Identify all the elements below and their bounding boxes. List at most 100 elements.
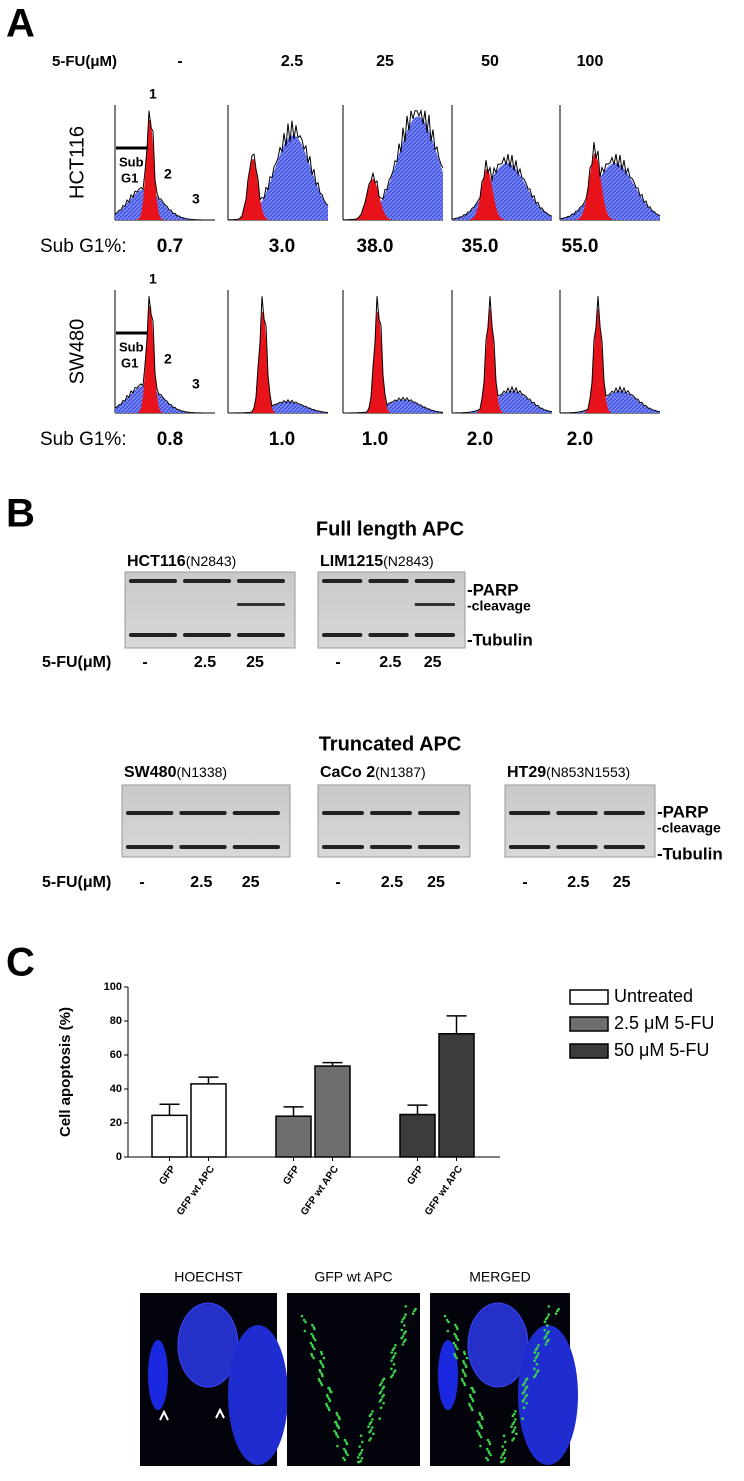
gfp-speck (543, 1328, 547, 1332)
gfp-speck (486, 1458, 490, 1462)
gfp-speck (533, 1367, 536, 1371)
gfp-speck (478, 1433, 482, 1437)
gfp-speck (320, 1352, 324, 1356)
gfp-speck (456, 1327, 459, 1331)
band (322, 811, 364, 815)
gfp-speck (453, 1352, 456, 1356)
gfp-speck (471, 1388, 475, 1392)
gfp-speck (391, 1373, 394, 1377)
outline (559, 296, 661, 414)
gfp-speck (382, 1377, 386, 1381)
gfp-speck (310, 1352, 313, 1356)
gate-label: Sub (119, 154, 144, 169)
histogram (451, 290, 553, 414)
histogram (114, 290, 216, 414)
lane-label: - (142, 654, 147, 671)
gfp-speck (360, 1440, 364, 1444)
g2-peak (452, 163, 552, 220)
lane-label: 25 (613, 874, 631, 891)
band (603, 845, 645, 849)
gfp-speck (312, 1356, 316, 1360)
cell-line: LIM1215 (320, 553, 383, 570)
gfp-speck (360, 1448, 364, 1452)
subg1-value: 2.0 (467, 429, 493, 450)
gfp-speck (469, 1395, 473, 1399)
gfp-speck (403, 1315, 406, 1319)
gfp-speck (344, 1451, 348, 1455)
gfp-speck (392, 1354, 396, 1358)
nucleus (467, 1302, 529, 1388)
peak-label: 2 (164, 351, 172, 367)
g2-peak (115, 188, 215, 220)
gfp-speck (400, 1320, 404, 1324)
error-bar (407, 1104, 428, 1115)
bar (399, 1113, 436, 1158)
subg1-value: 2.0 (567, 429, 593, 450)
subg1-label: Sub G1%: (40, 236, 127, 257)
gfp-speck (545, 1332, 549, 1335)
band (509, 845, 551, 849)
band (414, 633, 455, 637)
outline (342, 108, 444, 221)
band (414, 603, 455, 606)
band-label: -cleavage (467, 598, 531, 614)
gfp-speck (319, 1370, 322, 1374)
gfp-speck (325, 1402, 328, 1406)
gfp-speck (337, 1426, 341, 1430)
gfp-speck (521, 1417, 524, 1420)
gfp-speck (343, 1438, 347, 1442)
gfp-speck (335, 1411, 339, 1415)
gfp-speck (462, 1370, 465, 1374)
cell-line: HCT116 (127, 553, 186, 570)
gfp-speck (336, 1444, 339, 1448)
gfp-speck (379, 1398, 383, 1401)
band (126, 845, 174, 849)
gfp-speck (462, 1361, 466, 1365)
gfp-speck (470, 1406, 473, 1410)
dose-label: 25 (376, 53, 394, 70)
gfp-speck (414, 1307, 417, 1311)
lane-label: 2.5 (379, 654, 401, 671)
gfp-speck (454, 1334, 458, 1338)
arrowhead (215, 1407, 225, 1419)
gfp-speck (478, 1422, 482, 1426)
gfp-speck (313, 1327, 316, 1331)
bar (438, 1033, 475, 1158)
gfp-speck (369, 1412, 373, 1416)
gfp-speck (378, 1417, 381, 1420)
g1-peak (228, 311, 328, 413)
y-tick-label: 80 (110, 1015, 122, 1027)
gfp-speck (524, 1379, 527, 1382)
gfp-speck (472, 1390, 476, 1394)
gfp-speck (456, 1338, 460, 1342)
gfp-speck (487, 1440, 491, 1444)
band-label: -Tubulin (657, 844, 723, 863)
gfp-speck (381, 1387, 384, 1391)
gfp-speck (453, 1343, 457, 1347)
band (509, 811, 551, 815)
gfp-speck (309, 1341, 313, 1345)
legend-label: 50 μM 5-FU (614, 1040, 709, 1060)
lane-label: 25 (427, 874, 445, 891)
gfp-speck (382, 1393, 386, 1397)
histogram (227, 105, 329, 221)
subg1-value: 38.0 (357, 236, 394, 257)
gfp-speck (369, 1428, 373, 1432)
gfp-speck (489, 1453, 493, 1457)
histogram (559, 105, 661, 221)
gfp-speck (547, 1338, 550, 1342)
cell-line: CaCo 2 (320, 764, 375, 781)
gfp-speck (381, 1379, 384, 1382)
outline (559, 142, 661, 220)
dose-label: - (177, 53, 182, 70)
gfp-speck (321, 1374, 324, 1378)
gfp-speck (480, 1426, 484, 1430)
bar (275, 1115, 312, 1158)
gfp-speck (334, 1431, 338, 1435)
peak-label: 2 (164, 166, 172, 182)
gfp-speck (468, 1393, 472, 1397)
gfp-speck (394, 1343, 397, 1347)
nucleus (228, 1325, 288, 1465)
gfp-speck (477, 1431, 481, 1435)
gfp-speck (321, 1363, 324, 1367)
